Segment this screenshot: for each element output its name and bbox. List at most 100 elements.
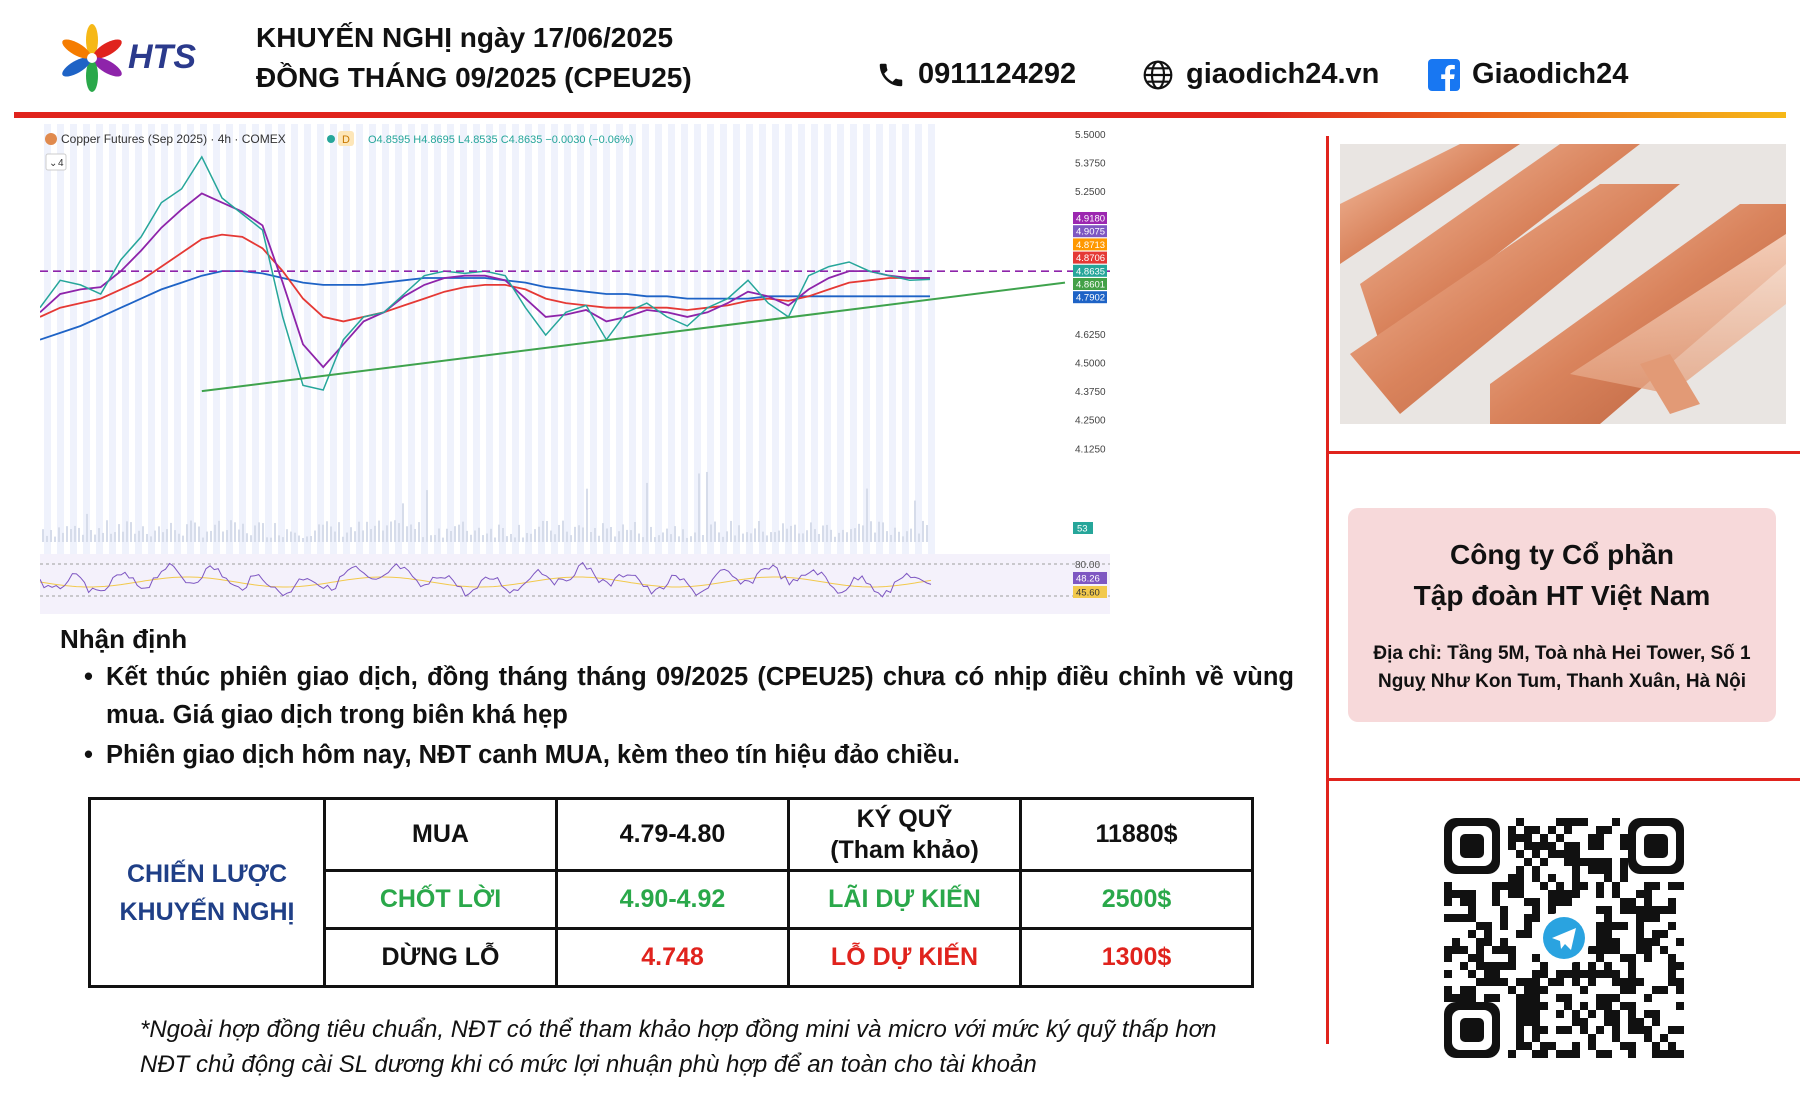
y-tick-label: 5.5000 [1075,130,1106,141]
right-divider-top [1326,451,1800,454]
rsi-tag [1073,572,1107,584]
action-cell: DỪNG LỖ [323,927,558,988]
metric-cell: LÃI DỰ KIẾN [787,869,1022,930]
price-tag-label: 4.9180 [1076,214,1105,225]
metric-cell: KÝ QUỸ (Tham khảo) [787,797,1022,872]
company-address: Địa chỉ: Tầng 5M, Toà nhà Hei Tower, Số … [1373,643,1751,692]
company-card: Công ty Cổ phần Tập đoàn HT Việt Nam Địa… [1348,508,1776,722]
moving-averages [40,155,1110,393]
table-row: DỪNG LỖ 4.748 LỖ DỰ KIẾN 1300$ [90,927,1254,988]
rsi-tick-label: 80.00 [1075,560,1100,571]
price-tag [1073,291,1107,304]
qr-code[interactable] [1444,818,1684,1058]
price-tags: 4.9180 4.9075 4.8713 4.8706 4.8635 4.8601 4.79… [1073,212,1107,599]
bullet-text: Phiên giao dịch hôm nay, NĐT canh MUA, k… [106,741,960,769]
footnote: *Ngoài hợp đồng tiêu chuẩn, NĐT có thể t… [140,1012,1216,1082]
website-link: giaodich24.vn [1186,58,1380,90]
price-tag-label: 4.8635 [1076,266,1105,277]
y-tick-label: 4.5000 [1075,359,1106,370]
rsi-panel: 80.00 [40,554,1110,614]
price-chart: 80.00 5.50005.37505.25005.12504.62504.50… [40,124,1110,614]
volume-bars [42,471,928,542]
indicator-count: 4 [58,158,64,169]
metric-sublabel: (Tham khảo) [830,835,979,864]
company-name-2: Tập đoàn HT Việt Nam [1413,580,1711,611]
amount-cell: 1300$ [1019,927,1254,988]
amount-cell: 2500$ [1019,869,1254,930]
copper-icon [45,133,57,145]
phone-icon [879,63,903,86]
y-tick-label: 5.2500 [1075,187,1106,198]
pinwheel-logo-icon [62,24,122,92]
legend-badge: D [342,134,350,146]
metric-cell: LỖ DỰ KIẾN [787,927,1022,988]
price-tag [1073,238,1107,251]
rsi-tag-label: 45.60 [1076,588,1100,599]
footnote-line1: *Ngoài hợp đồng tiêu chuẩn, NĐT có thể t… [140,1016,1217,1043]
y-tick-label: 4.3750 [1075,387,1106,398]
ema-slow-line [40,270,930,341]
indicator-toggle[interactable] [45,153,67,171]
footnote-line2: NĐT chủ động cài SL dương khi có mức lợi… [140,1051,1037,1078]
legend-symbol: Copper Futures (Sep 2025) · 4h · COMEX [61,132,286,146]
price-tag-label: 4.8706 [1076,253,1105,264]
price-cell: 4.90-4.92 [555,869,790,930]
hts-logo [58,22,208,94]
right-divider-bottom [1326,778,1800,781]
price-tag [1073,251,1107,264]
status-dot-icon [327,135,335,143]
bullet-text: Kết thúc phiên giao dịch, đồng tháng thá… [106,663,1294,729]
report-subtitle: ĐỒNG THÁNG 09/2025 (CPEU25) [256,62,692,93]
bullet-marker: • [84,741,93,769]
report-title: KHUYẾN NGHỊ ngày 17/06/2025 [256,22,674,53]
strategy-label-line2: KHUYẾN NGHỊ [119,897,295,926]
amount-cell: 11880$ [1019,797,1254,872]
strategy-label: CHIẾN LƯỢC KHUYẾN NGHỊ [88,797,326,988]
price-tag-label: 4.7902 [1076,293,1105,304]
assessment-bullet: • Kết thúc phiên giao dịch, đồng tháng t… [84,658,1294,734]
y-tick-label: 5.3750 [1075,159,1106,170]
chevron-down-icon: ⌄ [49,158,57,169]
price-tag-label: 4.8713 [1076,240,1105,251]
price-tag-label: 4.8601 [1076,280,1105,291]
telegram-icon [1538,912,1590,964]
price-cell: 4.79-4.80 [555,797,790,872]
volume-tag-label: 53 [1077,524,1088,535]
right-divider [1326,136,1329,1044]
logo-text: HTS [128,38,196,76]
action-cell: CHỐT LỜI [323,869,558,930]
support-trendline [201,281,1066,393]
strategy-table: CHIẾN LƯỢC KHUYẾN NGHỊ MUA 4.79-4.80 KÝ … [88,797,1254,988]
bullet-marker: • [84,663,93,691]
ema-fast-line [40,192,930,369]
strategy-label-line1: CHIẾN LƯỢC [126,859,288,888]
copper-bars-image [1340,144,1786,424]
price-tag [1073,278,1107,290]
assessment-heading: Nhận định [60,624,188,654]
price-tag-label: 4.9075 [1076,227,1105,238]
price-tag [1073,264,1107,277]
y-tick-label: 4.6250 [1075,330,1106,341]
globe-icon [1143,60,1173,89]
rsi-line [40,561,932,598]
phone-contact[interactable]: 0911124292 [876,58,1076,91]
ema-mid-line [40,233,930,323]
facebook-contact[interactable]: Giaodich24 [1428,58,1628,91]
rsi-tag [1073,586,1107,598]
session-stripes [44,124,935,554]
rsi-tag-label: 48.26 [1076,574,1100,585]
price-tag [1073,212,1107,224]
assessment-bullet: • Phiên giao dịch hôm nay, NĐT canh MUA,… [84,736,1294,774]
price-cell: 4.748 [555,927,790,988]
metric-label: KÝ QUỸ [856,804,953,833]
table-row: CHỐT LỜI 4.90-4.92 LÃI DỰ KIẾN 2500$ [90,869,1254,930]
legend-ohlc: O4.8595 H4.8695 L4.8535 C4.8635 −0.0030 … [368,134,633,146]
price-tag [1073,225,1107,238]
chart-legend: Copper Futures (Sep 2025) · 4h · COMEX D… [45,131,633,171]
facebook-icon [1428,58,1460,91]
qr-finder-patterns [1444,818,1684,1058]
badge-box [338,131,354,146]
phone-number: 0911124292 [918,58,1077,90]
website-contact[interactable]: giaodich24.vn [1142,58,1379,91]
company-name-1: Công ty Cổ phần [1450,539,1674,570]
